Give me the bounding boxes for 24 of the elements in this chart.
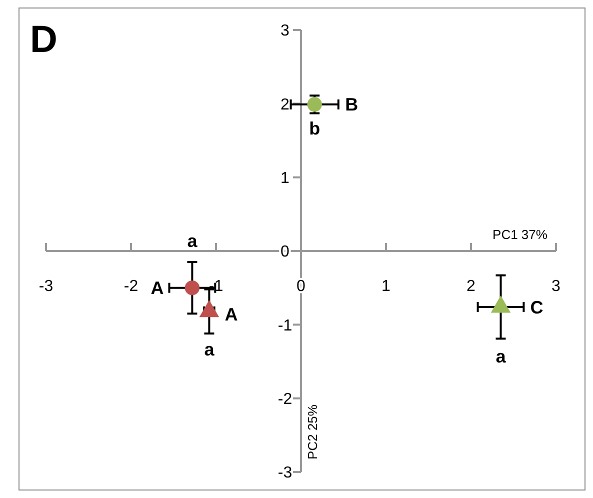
chart-title: D bbox=[30, 19, 58, 61]
y-tick-label: -1 bbox=[278, 317, 292, 334]
y-tick-label: 0 bbox=[280, 244, 290, 261]
annotation: C bbox=[530, 297, 544, 318]
x-tick-label: 0 bbox=[296, 278, 306, 295]
x-tick-label: -3 bbox=[38, 278, 54, 295]
y-axis-title: PC2 25% bbox=[305, 404, 320, 460]
y-tick-label: 1 bbox=[280, 170, 290, 187]
x-axis-title: PC1 37% bbox=[492, 227, 548, 242]
x-tick-label: -2 bbox=[124, 278, 138, 295]
annotation: a bbox=[204, 340, 216, 360]
y-tick-label: -2 bbox=[278, 390, 292, 408]
annotation: b bbox=[309, 118, 320, 139]
y-tick-label: -3 bbox=[278, 464, 292, 482]
x-tick-label: 3 bbox=[552, 278, 561, 295]
annotation: A bbox=[224, 304, 238, 325]
annotation: A bbox=[150, 278, 164, 298]
y-tick-label: 2 bbox=[280, 96, 290, 114]
x-tick-label: 2 bbox=[466, 278, 476, 295]
annotation: a bbox=[187, 231, 198, 252]
annotation: B bbox=[345, 94, 358, 115]
y-tick-label: 3 bbox=[280, 22, 290, 40]
annotation: a bbox=[496, 346, 507, 366]
x-tick-label: 1 bbox=[382, 278, 391, 295]
